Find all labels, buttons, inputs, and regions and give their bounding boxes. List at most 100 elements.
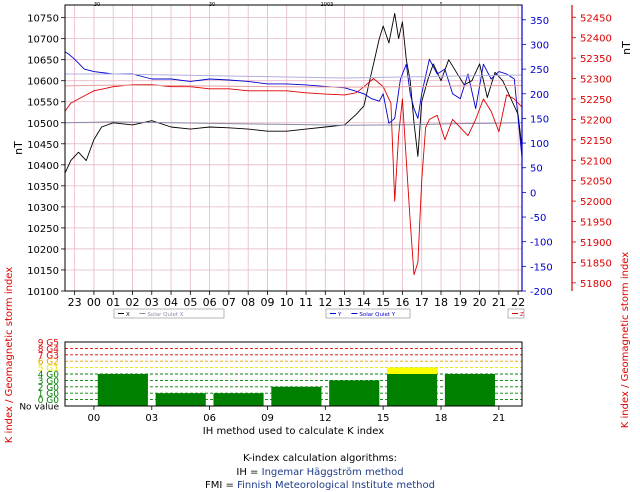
k-bar	[155, 393, 206, 406]
x-tick-label: 20	[473, 296, 487, 309]
y-red-tick-label: 52100	[580, 156, 612, 167]
k-bar	[444, 374, 496, 406]
k-x-tick-label: 00	[88, 413, 101, 424]
y-left-tick-label: 10300	[27, 203, 59, 214]
x-tick-label: 16	[395, 296, 409, 309]
k-y-tick-label: 5 G1	[38, 364, 59, 374]
y-blue-tick-label: 200	[530, 90, 549, 101]
k-y-axis-label: K index / Geomagnetic storm index	[4, 267, 15, 443]
fmi-method-link[interactable]: Finnish Meteorological Institute method	[237, 480, 435, 491]
y-blue-tick-label: -100	[530, 238, 553, 249]
x-tick-label: 21	[492, 296, 506, 309]
x-tick-label: 14	[357, 296, 371, 309]
y-right-axis-label: nT	[620, 41, 633, 55]
k-bar	[271, 386, 322, 406]
y-left-tick-label: 10250	[27, 224, 59, 235]
footer-ih-prefix: IH =	[236, 467, 262, 478]
x-tick-label: 23	[68, 296, 82, 309]
y-left-tick-label: 10650	[27, 56, 59, 67]
k-x-tick-label: 15	[377, 413, 390, 424]
y-blue-tick-label: -200	[530, 287, 553, 298]
top-axis-label: 30	[209, 2, 215, 8]
x-tick-label: 12	[318, 296, 332, 309]
k-x-tick-label: 12	[319, 413, 332, 424]
y-blue-tick-label: 150	[530, 114, 549, 125]
x-tick-label: 19	[453, 296, 467, 309]
top-axis-label: ᴮ	[440, 2, 442, 8]
series-line	[64, 84, 523, 88]
y-red-tick-label: 52250	[580, 95, 612, 106]
x-tick-label: 09	[260, 296, 274, 309]
y-red-tick-label: 51950	[580, 218, 612, 229]
x-tick-label: 04	[164, 296, 178, 309]
legend-box	[113, 308, 225, 319]
k-y-tick-label: 4 G0	[38, 371, 60, 381]
y-red-tick-label: 52300	[580, 75, 612, 86]
y-left-axis-label: nT	[12, 141, 25, 155]
y-left-tick-label: 10750	[27, 14, 59, 25]
y-red-tick-label: 51800	[580, 279, 612, 290]
footer-fmi-prefix: FMI =	[205, 480, 238, 491]
k-y-tick-label: No value	[19, 403, 59, 413]
y-red-tick-label: 52400	[580, 34, 612, 45]
k-x-tick-label: 09	[261, 413, 274, 424]
x-tick-label: 01	[106, 296, 120, 309]
x-tick-label: 18	[434, 296, 448, 309]
y-left-tick-label: 10400	[27, 161, 59, 172]
y-blue-tick-label: 300	[530, 40, 549, 51]
k-y-tick-label: 7 G3	[38, 351, 59, 361]
y-left-tick-label: 10100	[27, 287, 59, 298]
y-left-tick-label: 10550	[27, 98, 59, 109]
y-blue-tick-label: 250	[530, 65, 549, 76]
series-line	[65, 73, 523, 79]
k-y-tick-label: 6 G2	[38, 358, 59, 368]
k-x-tick-label: 06	[203, 413, 216, 424]
k-y-tick-label: 0 G0	[38, 396, 60, 406]
ih-method-link[interactable]: Ingemar Häggström method	[261, 467, 404, 478]
x-tick-label: 11	[299, 296, 313, 309]
y-blue-tick-label: -150	[530, 262, 553, 273]
y-left-tick-label: 10350	[27, 182, 59, 193]
k-y-axis-label-right: K index / Geomagnetic storm index	[620, 252, 631, 428]
y-left-tick-label: 10700	[27, 35, 59, 46]
x-tick-label: 17	[415, 296, 429, 309]
k-y-tick-label: 3 G0	[38, 377, 60, 387]
x-tick-label: 13	[338, 296, 352, 309]
k-bar	[213, 393, 264, 406]
y-red-tick-label: 52150	[580, 136, 612, 147]
x-tick-label: 22	[511, 296, 525, 309]
k-y-tick-label: 9 G5	[38, 339, 59, 349]
plot-frame	[64, 4, 523, 292]
y-left-tick-label: 10500	[27, 119, 59, 130]
k-y-tick-label: 1 G0	[38, 390, 60, 400]
x-tick-label: 05	[183, 296, 197, 309]
y-red-tick-label: 52050	[580, 177, 612, 188]
y-red-tick-label: 52450	[580, 13, 612, 24]
footer-fmi-line: FMI = Finnish Meteorological Institute m…	[0, 480, 640, 491]
legend-box	[325, 308, 411, 319]
k-y-tick-label: 8 G4	[38, 345, 60, 355]
legend-label: Y	[337, 312, 342, 318]
k-bar	[97, 374, 148, 406]
y-red-tick-label: 52350	[580, 54, 612, 65]
y-blue-tick-label: 0	[530, 188, 536, 199]
k-x-tick-label: 21	[492, 413, 505, 424]
series-line	[64, 78, 523, 276]
series-line	[64, 121, 523, 126]
y-blue-tick-label: -50	[530, 213, 546, 224]
y-blue-tick-label: 50	[530, 164, 543, 175]
y-left-tick-label: 10450	[27, 140, 59, 151]
y-red-tick-label: 52000	[580, 197, 612, 208]
footer-title: K-index calculation algorithms:	[243, 453, 397, 464]
series-line	[64, 12, 523, 174]
y-red-tick-label: 51900	[580, 238, 612, 249]
y-blue-tick-label: 100	[530, 139, 549, 150]
legend-label: Solar Quiet Y	[359, 312, 395, 318]
top-axis-label: 30	[94, 2, 100, 8]
y-blue-tick-label: 350	[530, 16, 549, 27]
legend-label: Solar Quiet X	[147, 312, 183, 318]
legend-label: X	[126, 312, 130, 318]
x-tick-label: 10	[280, 296, 294, 309]
x-tick-label: 07	[222, 296, 236, 309]
